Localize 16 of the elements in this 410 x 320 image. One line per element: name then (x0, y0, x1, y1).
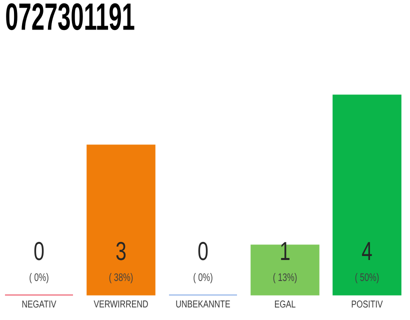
data-label: 4 (362, 242, 372, 260)
x-tick-label: VERWIRREND (94, 300, 148, 308)
annotation: ( 38%) (109, 273, 133, 284)
x-tick-label: NEGATIV (22, 300, 56, 308)
data-label: 0 (34, 242, 44, 260)
x-tick-label: EGAL (274, 300, 296, 308)
x-tick-label: UNBEKANNTE (176, 300, 230, 308)
data-label: 0 (198, 242, 208, 260)
chart-title: 0727301191 (6, 3, 134, 30)
annotation: ( 0%) (194, 273, 212, 284)
annotation: ( 50%) (355, 273, 379, 284)
data-label: 1 (281, 242, 290, 260)
data-label: 3 (116, 242, 126, 260)
x-tick-label: POSITIV (352, 300, 383, 308)
annotation: ( 0%) (30, 273, 48, 284)
annotation: ( 13%) (273, 273, 297, 284)
